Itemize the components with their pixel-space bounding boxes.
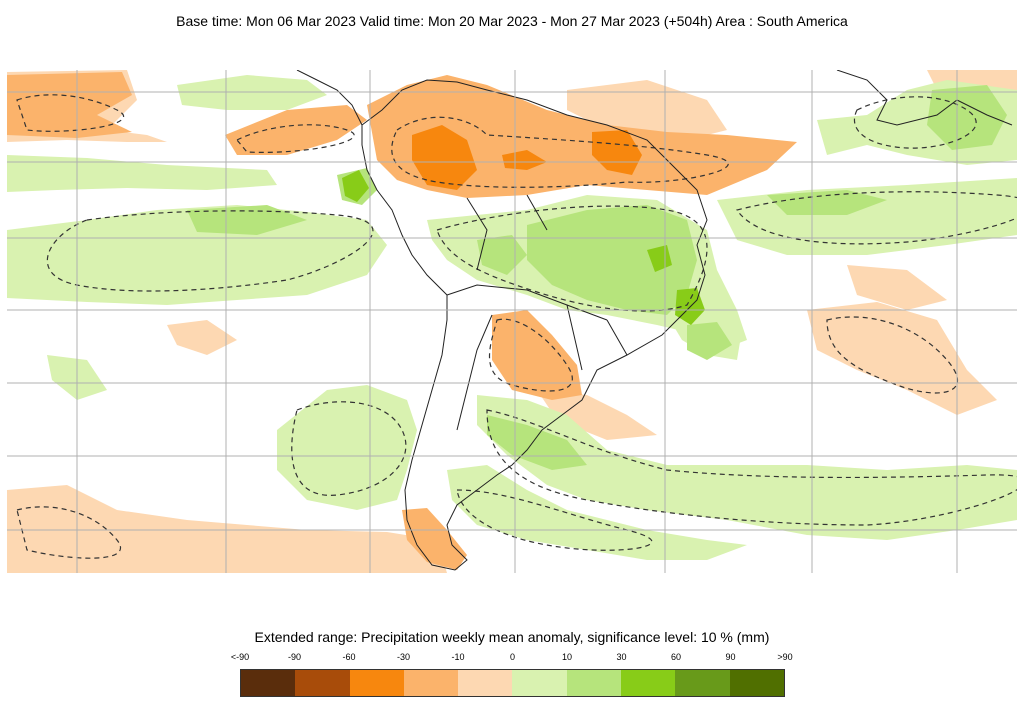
map-panel	[7, 70, 1017, 573]
central-america-outline	[296, 70, 363, 126]
legend-swatch	[458, 670, 513, 696]
legend-tick: -90	[287, 652, 302, 662]
coastlines	[296, 70, 1013, 571]
graticule	[7, 70, 1017, 573]
legend-swatch	[512, 670, 567, 696]
legend-title: Extended range: Precipitation weekly mea…	[254, 629, 770, 645]
anomaly-patch	[167, 320, 237, 355]
anomaly-patch	[277, 385, 417, 510]
anomaly-patch	[7, 485, 447, 573]
anomaly-patch	[847, 265, 947, 310]
south-america-outline	[361, 79, 708, 571]
contour-line	[853, 96, 977, 149]
legend-tick: 10	[561, 652, 573, 662]
legend-tick: 30	[616, 652, 627, 662]
contour-line	[16, 506, 121, 559]
anomaly-patch	[225, 105, 367, 155]
anomaly-patch	[477, 395, 1017, 540]
legend-swatch	[675, 670, 730, 696]
country-borders	[446, 194, 628, 431]
precip-anomaly-map	[7, 70, 1017, 573]
anomaly-dark-orange-layer	[412, 125, 642, 190]
legend-tick: 60	[670, 652, 682, 662]
legend-tick: >90	[777, 652, 793, 662]
legend-swatch	[349, 670, 404, 696]
contour-line	[456, 489, 653, 551]
legend-swatch	[566, 670, 622, 696]
legend-tick: <-90	[230, 652, 250, 662]
anomaly-patch	[7, 72, 132, 138]
anomaly-patch	[7, 155, 277, 192]
anomaly-patch	[447, 465, 747, 560]
anomaly-patch	[537, 390, 657, 440]
contour-line	[46, 210, 374, 292]
contour-line	[16, 94, 125, 132]
legend-swatch	[621, 670, 676, 696]
contour-line	[488, 318, 573, 392]
anomaly-patch	[687, 322, 732, 360]
legend-swatch	[403, 670, 459, 696]
legend-tick: 90	[725, 652, 736, 662]
legend-swatch	[295, 670, 350, 696]
legend-tick: 0	[509, 652, 516, 662]
anomaly-patch	[187, 205, 307, 235]
anomaly-patch	[592, 130, 642, 175]
anomaly-patch	[527, 205, 697, 315]
legend-colorbar	[240, 669, 785, 697]
anomaly-patch	[412, 125, 477, 190]
contour-line	[436, 205, 708, 312]
legend-tick: -60	[342, 652, 356, 662]
page-title: Base time: Mon 06 Mar 2023 Valid time: M…	[176, 13, 848, 29]
contour-line	[486, 409, 1017, 526]
anomaly-patch	[342, 170, 369, 202]
legend-swatch	[241, 670, 296, 696]
anomaly-patch	[7, 205, 387, 305]
legend-tick: -10	[451, 652, 465, 662]
anomaly-patch	[402, 508, 467, 570]
anomaly-patch	[807, 302, 997, 415]
significance-contours	[16, 94, 1017, 559]
legend-tick-labels: <-90 -90 -60 -30 -10 0 10 30 60 90 >90	[231, 652, 793, 664]
contour-line	[391, 116, 729, 188]
north-america-outline	[836, 70, 1013, 126]
legend-swatch	[729, 670, 784, 696]
anomaly-patch	[647, 245, 672, 272]
anomaly-patch	[502, 150, 547, 170]
anomaly-patch	[767, 190, 887, 215]
contour-line	[236, 124, 355, 153]
legend-tick: -30	[396, 652, 411, 662]
anomaly-green-layer	[187, 85, 1007, 470]
